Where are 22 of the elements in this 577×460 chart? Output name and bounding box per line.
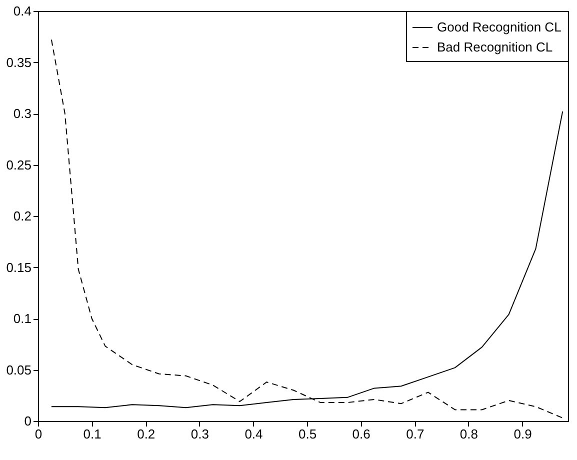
x-tick-label: 0.2: [137, 426, 156, 442]
y-tick-label: 0.1: [13, 311, 32, 326]
legend-label: Bad Recognition CL: [437, 40, 553, 54]
x-tick-label: 0.1: [83, 426, 102, 442]
x-tick-label: 0.7: [406, 426, 424, 442]
y-tick-label: 0.15: [6, 260, 32, 275]
x-tick-label: 0.9: [514, 426, 532, 442]
x-tick-label: 0.3: [190, 426, 209, 442]
x-tick-label: 0.8: [460, 426, 478, 442]
y-tick-label: 0: [24, 414, 32, 428]
x-tick-label: 0.5: [298, 426, 317, 442]
y-tick-label: 0.3: [13, 106, 32, 121]
x-tick-label: 0: [34, 426, 42, 442]
y-tick-label: 0.25: [6, 157, 32, 172]
y-tick-label: 0.2: [13, 208, 32, 224]
y-tick-label: 0.05: [6, 362, 32, 378]
y-tick-label: 0.4: [13, 4, 32, 18]
x-tick-label: 0.6: [352, 426, 370, 442]
x-tick-label: 0.4: [244, 426, 263, 442]
legend-label: Good Recognition CL: [437, 20, 562, 34]
line-series: [50, 39, 564, 418]
y-tick-label: 0.35: [6, 54, 32, 70]
